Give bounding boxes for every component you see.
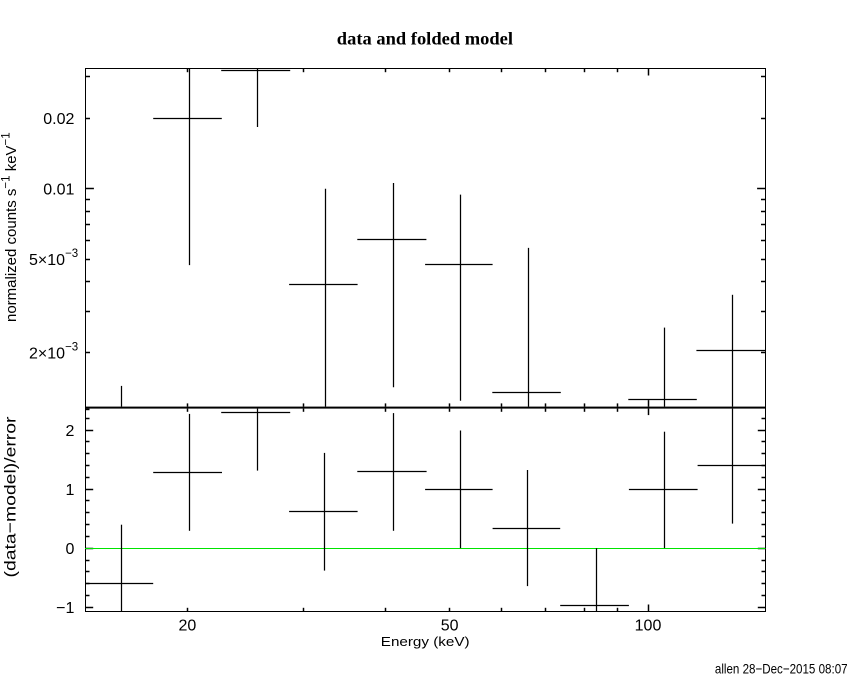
- svg-text:0.01: 0.01: [43, 181, 74, 198]
- svg-text:Energy (keV): Energy (keV): [381, 634, 470, 649]
- svg-text:allen 28−Dec−2015 08:07: allen 28−Dec−2015 08:07: [715, 660, 848, 676]
- svg-text:0.02: 0.02: [43, 111, 74, 128]
- svg-text:normalized counts s−1 keV−1: normalized counts s−1 keV−1: [1, 132, 21, 322]
- svg-text:1: 1: [65, 482, 74, 499]
- svg-text:(data−model)/error: (data−model)/error: [3, 416, 20, 578]
- svg-text:data and folded model: data and folded model: [337, 28, 513, 48]
- svg-text:50: 50: [441, 617, 459, 634]
- svg-text:100: 100: [635, 617, 662, 634]
- svg-text:2: 2: [65, 423, 74, 440]
- svg-text:20: 20: [179, 617, 197, 634]
- svg-text:−1: −1: [56, 600, 74, 617]
- svg-text:0: 0: [65, 541, 74, 558]
